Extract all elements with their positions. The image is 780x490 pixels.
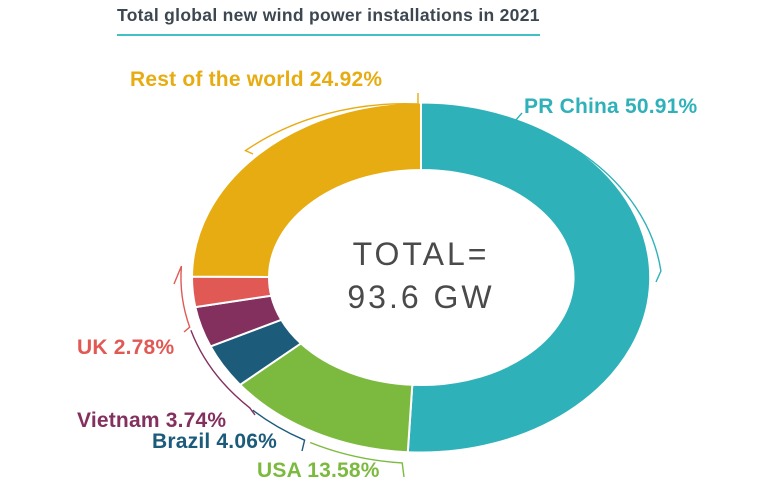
leader-brazil <box>252 409 306 452</box>
leader-rest-of-the-world <box>244 93 419 155</box>
slice-label-usa: USA 13.58% <box>257 459 380 482</box>
leader-usa <box>309 441 405 478</box>
leader-pr-china <box>513 112 662 283</box>
slice-label-pr-china: PR China 50.91% <box>524 95 698 118</box>
slice-pr-china <box>406 101 652 454</box>
slice-label-rest-of-the-world: Rest of the world 24.92% <box>130 68 383 91</box>
slice-label-brazil: Brazil 4.06% <box>152 430 277 453</box>
slice-label-vietnam: Vietnam 3.74% <box>77 409 227 432</box>
leader-uk <box>173 265 191 333</box>
center-total-text: TOTAL= <box>352 236 490 272</box>
slice-rest-of-the-world <box>190 101 422 279</box>
leader-lines <box>173 93 662 478</box>
slice-label-uk: UK 2.78% <box>77 336 175 359</box>
center-total-value: 93.6 GW <box>347 279 495 315</box>
donut-center-label: TOTAL= 93.6 GW <box>291 233 551 319</box>
donut-slices <box>190 101 652 454</box>
chart-title: Total global new wind power installation… <box>117 5 540 36</box>
leader-vietnam <box>190 330 256 416</box>
